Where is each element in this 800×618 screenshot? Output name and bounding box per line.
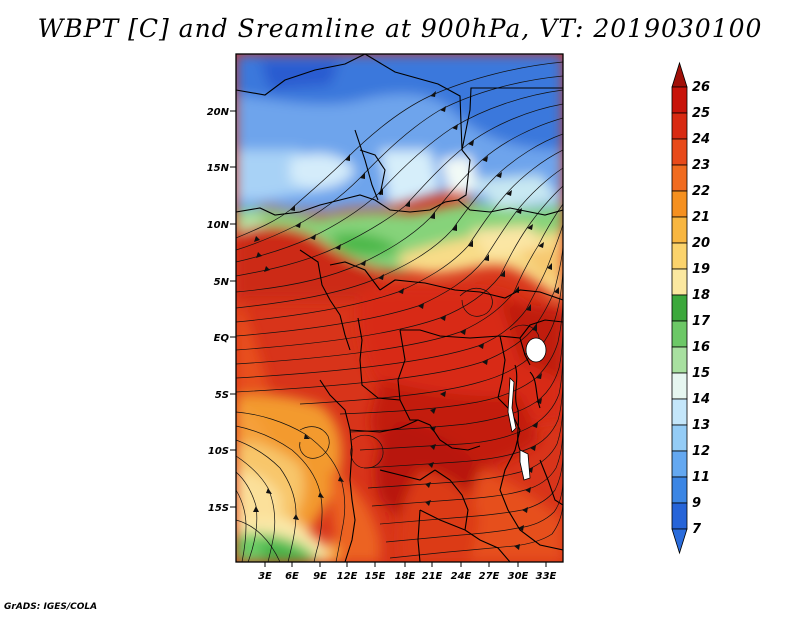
colorbar-label: 18 bbox=[692, 288, 710, 303]
lon-label: 33E bbox=[536, 571, 557, 582]
colorbar-swatch bbox=[671, 86, 688, 114]
lon-label: 15E bbox=[365, 571, 386, 582]
colorbar-label: 22 bbox=[692, 184, 710, 199]
colorbar-swatch bbox=[671, 138, 688, 166]
lon-label: 27E bbox=[479, 571, 500, 582]
colorbar-swatch bbox=[671, 398, 688, 426]
colorbar-top-arrow bbox=[671, 61, 688, 88]
colorbar-label: 16 bbox=[692, 340, 710, 355]
lat-label: 20N bbox=[207, 107, 230, 118]
lat-label: 5S bbox=[215, 390, 229, 401]
grads-credit: GrADS: IGES/COLA bbox=[4, 602, 98, 612]
map-frame bbox=[235, 53, 564, 563]
chart-title: WBPT [C] and Sreamline at 900hPa, VT: 20… bbox=[37, 14, 763, 43]
colorbar-label: 17 bbox=[692, 314, 711, 329]
colorbar-label: 25 bbox=[692, 106, 710, 121]
colorbar-swatch bbox=[671, 216, 688, 244]
colorbar-swatch bbox=[671, 294, 688, 322]
colorbar-label: 14 bbox=[692, 392, 710, 407]
colorbar-labels: 26 25 24 23 22 21 20 19 18 17 16 15 14 1… bbox=[692, 80, 711, 537]
colorbar-swatch bbox=[671, 450, 688, 478]
lon-label: 30E bbox=[508, 571, 529, 582]
latitude-labels: 20N 15N 10N 5N EQ 5S 10S 15S bbox=[207, 107, 230, 514]
lon-label: 6E bbox=[285, 571, 299, 582]
country-borders bbox=[236, 54, 563, 562]
colorbar-label: 19 bbox=[692, 262, 710, 277]
lat-label: 15N bbox=[207, 163, 230, 174]
colorbar-label: 11 bbox=[692, 470, 710, 485]
colorbar-label: 7 bbox=[692, 522, 702, 537]
lon-label: 24E bbox=[451, 571, 472, 582]
colorbar-label: 9 bbox=[692, 496, 701, 511]
colorbar-swatch bbox=[671, 346, 688, 374]
colorbar-swatch bbox=[671, 424, 688, 452]
colorbar-label: 23 bbox=[692, 158, 710, 173]
colorbar-swatch bbox=[671, 112, 688, 140]
colorbar-bottom-arrow bbox=[671, 528, 688, 555]
colorbar-swatch bbox=[671, 502, 688, 530]
colorbar bbox=[671, 61, 688, 555]
lat-label: EQ bbox=[214, 333, 230, 344]
lat-label: 10N bbox=[207, 220, 230, 231]
axis-ticks bbox=[230, 110, 547, 567]
colorbar-swatch bbox=[671, 268, 688, 296]
colorbar-label: 12 bbox=[692, 444, 710, 459]
wbpt-field bbox=[236, 54, 563, 562]
longitude-labels: 3E 6E 9E 12E 15E 18E 21E 24E 27E 30E 33E bbox=[258, 571, 556, 582]
colorbar-swatch bbox=[671, 476, 688, 504]
lat-label: 5N bbox=[214, 277, 230, 288]
colorbar-label: 26 bbox=[692, 80, 710, 95]
lon-label: 21E bbox=[422, 571, 443, 582]
lon-label: 18E bbox=[395, 571, 416, 582]
colorbar-label: 15 bbox=[692, 366, 710, 381]
lon-label: 9E bbox=[313, 571, 327, 582]
lakes bbox=[507, 337, 547, 481]
colorbar-label: 21 bbox=[692, 210, 710, 225]
streamline-arrows bbox=[253, 91, 559, 550]
lat-label: 15S bbox=[208, 503, 229, 514]
colorbar-swatch bbox=[671, 164, 688, 192]
colorbar-swatch bbox=[671, 190, 688, 218]
colorbar-label: 20 bbox=[692, 236, 710, 251]
lat-label: 10S bbox=[208, 446, 229, 457]
colorbar-label: 24 bbox=[692, 132, 710, 147]
streamlines bbox=[236, 61, 563, 562]
colorbar-swatch bbox=[671, 372, 688, 400]
colorbar-swatch bbox=[671, 242, 688, 270]
lon-label: 12E bbox=[337, 571, 358, 582]
lon-label: 3E bbox=[258, 571, 272, 582]
colorbar-label: 13 bbox=[692, 418, 710, 433]
colorbar-swatch bbox=[671, 320, 688, 348]
